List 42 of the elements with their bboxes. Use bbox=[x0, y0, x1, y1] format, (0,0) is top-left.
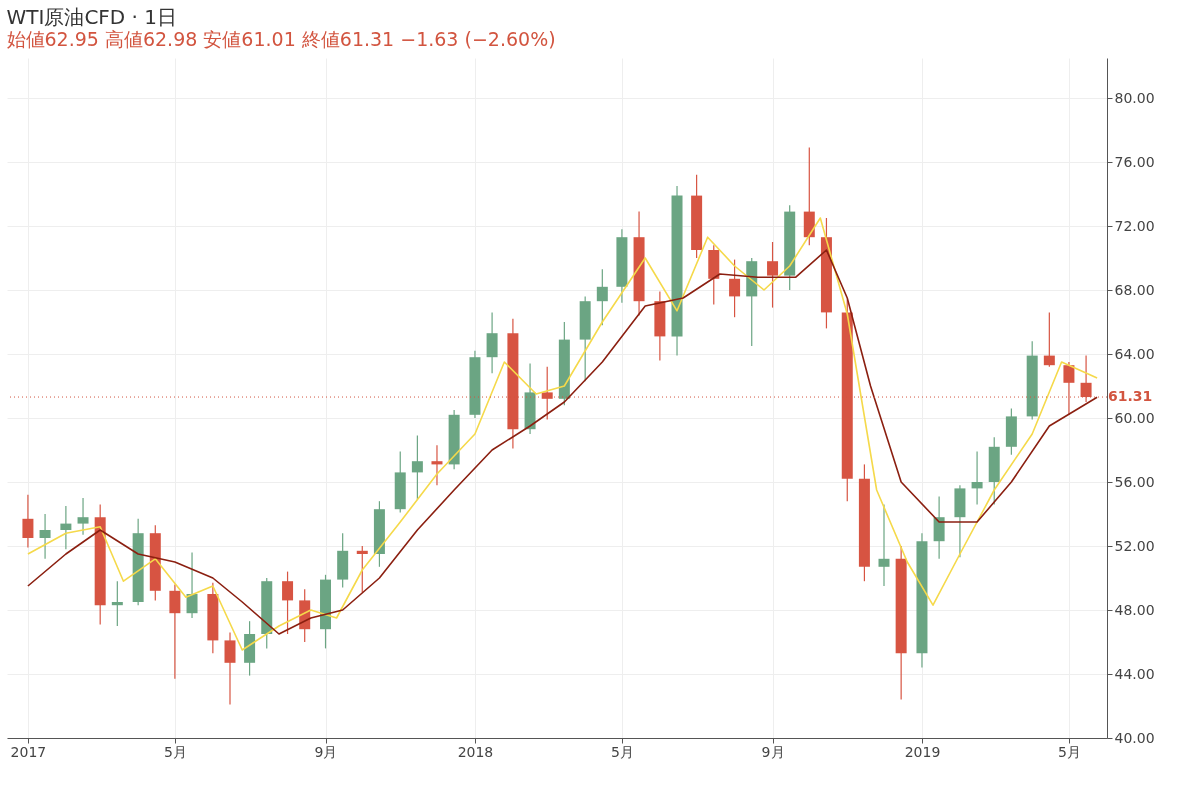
chart-title: WTI原油CFD · 1日 bbox=[6, 5, 178, 29]
x-tick-label: 9月 bbox=[761, 743, 785, 760]
y-tick-label: 68.00 bbox=[1114, 281, 1155, 298]
candlestick bbox=[411, 435, 423, 501]
x-tick-label: 2018 bbox=[457, 743, 494, 760]
candlestick bbox=[971, 451, 983, 505]
candlestick bbox=[356, 545, 368, 593]
y-tick-label: 80.00 bbox=[1114, 89, 1155, 106]
candlestick bbox=[486, 311, 498, 374]
candlestick bbox=[282, 571, 294, 635]
y-tick-label: 56.00 bbox=[1114, 473, 1155, 490]
y-tick-label: 44.00 bbox=[1114, 665, 1155, 682]
candlestick bbox=[596, 268, 608, 326]
candlestick bbox=[111, 580, 123, 627]
y-tick-label: 48.00 bbox=[1114, 601, 1155, 618]
candlestick bbox=[77, 497, 89, 536]
y-tick-label: 76.00 bbox=[1114, 153, 1155, 170]
candlestick bbox=[169, 583, 181, 680]
x-tick-label: 5月 bbox=[1057, 743, 1081, 760]
x-tick-label: 5月 bbox=[610, 743, 634, 760]
candlestick bbox=[186, 551, 198, 619]
y-tick-label: 40.00 bbox=[1114, 729, 1155, 746]
x-tick-label: 2019 bbox=[904, 743, 941, 760]
candlestick bbox=[767, 241, 779, 309]
x-tick-label: 9月 bbox=[314, 743, 338, 760]
candlestick bbox=[933, 495, 945, 560]
candlestick bbox=[878, 503, 890, 587]
y-tick-label: 72.00 bbox=[1114, 217, 1155, 234]
x-tick-label: 2017 bbox=[10, 743, 47, 760]
y-tick-label: 64.00 bbox=[1114, 345, 1155, 362]
candlestick bbox=[729, 259, 741, 318]
chart-subtitle: 始値62.95 高値62.98 安値61.01 終値61.31 −1.63 (−2.60%) bbox=[6, 28, 556, 50]
candlestick bbox=[39, 513, 51, 560]
ref-line-label: 61.31 bbox=[1108, 388, 1153, 405]
candlestick bbox=[60, 505, 72, 550]
candlestick bbox=[22, 494, 34, 549]
y-tick-label: 52.00 bbox=[1114, 537, 1155, 554]
candlestick bbox=[224, 631, 236, 705]
candlestick bbox=[431, 444, 443, 486]
y-tick-label: 60.00 bbox=[1114, 409, 1155, 426]
x-tick-label: 5月 bbox=[163, 743, 187, 760]
candlestick bbox=[1043, 311, 1055, 368]
